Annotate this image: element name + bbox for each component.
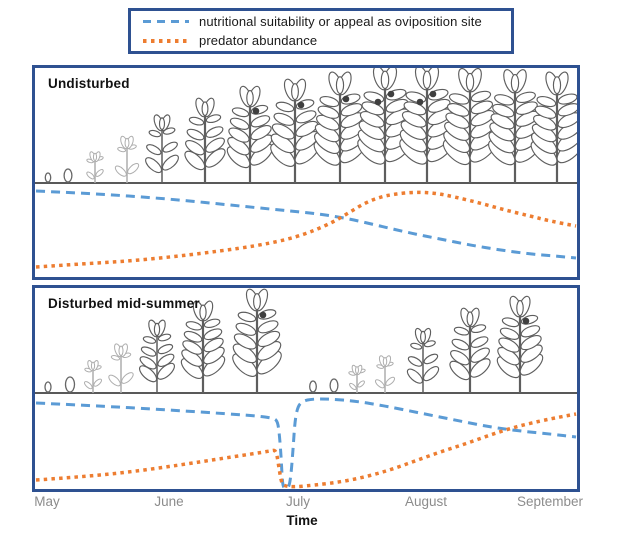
panel-disturbed: Disturbed mid-summer [32, 285, 580, 492]
axis-month-label: June [154, 494, 184, 509]
month-axis: May June July August September [0, 494, 624, 510]
legend-row-predator: predator abundance [143, 33, 511, 48]
undisturbed-chart [35, 68, 577, 269]
axis-month-label: May [34, 494, 60, 509]
legend-label-suitability: nutritional suitability or appeal as ovi… [199, 14, 482, 29]
axis-month-label: July [285, 494, 311, 509]
panel-title-disturbed: Disturbed mid-summer [48, 296, 200, 311]
legend-box: nutritional suitability or appeal as ovi… [128, 8, 514, 54]
legend-row-suitability: nutritional suitability or appeal as ovi… [143, 14, 511, 29]
dashed-line-swatch-icon [143, 20, 189, 23]
axis-month-label: August [404, 494, 448, 509]
disturbed-chart [35, 288, 577, 489]
x-axis-title: Time [286, 513, 318, 528]
panel-title-undisturbed: Undisturbed [48, 76, 130, 91]
axis-month-label: September [516, 494, 584, 509]
dotted-line-swatch-icon [143, 38, 189, 43]
panel-undisturbed: Undisturbed [32, 65, 580, 280]
legend-label-predator: predator abundance [199, 33, 318, 48]
